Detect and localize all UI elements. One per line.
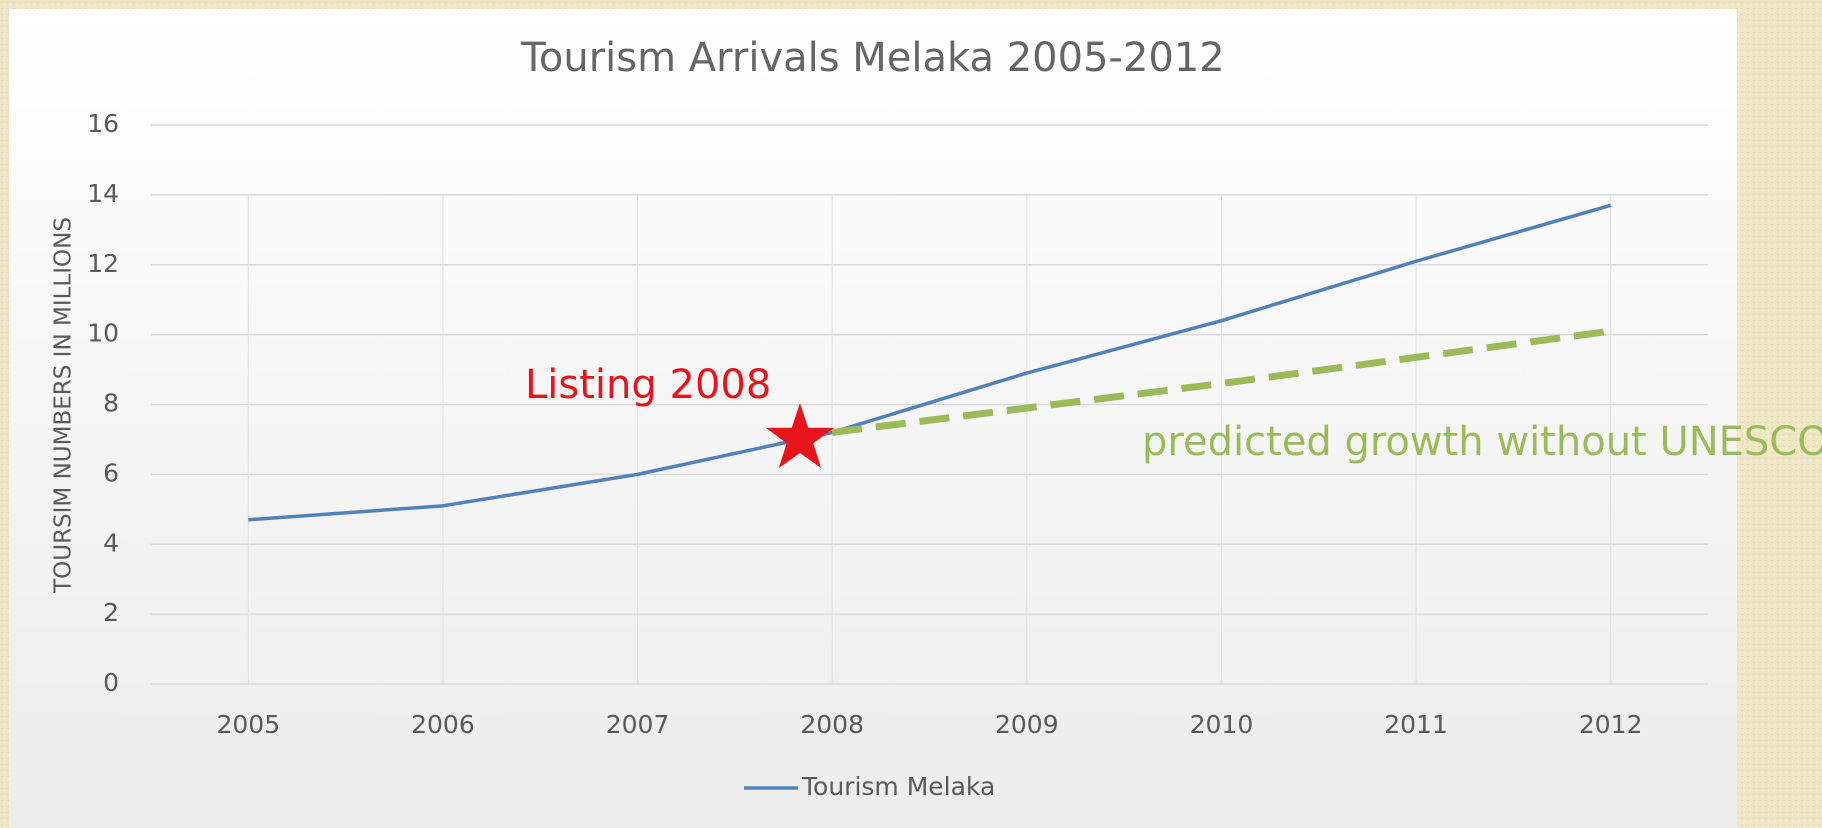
annotation: Listing 2008 (525, 362, 771, 408)
y-tick-label: 6 (103, 458, 119, 487)
x-tick-label: 2006 (411, 710, 475, 739)
y-tick-label: 14 (87, 179, 119, 208)
y-tick-label: 8 (103, 389, 119, 418)
annotation: predicted growth without UNESCO (1142, 419, 1822, 465)
chart-title: Tourism Arrivals Melaka 2005-2012 (520, 35, 1225, 81)
y-tick-label: 0 (103, 668, 119, 697)
x-tick-label: 2009 (995, 710, 1059, 739)
x-tick-label: 2007 (606, 710, 670, 739)
y-tick-label: 10 (87, 319, 119, 348)
x-tick-label: 2012 (1579, 710, 1643, 739)
y-tick-label: 4 (103, 528, 119, 557)
y-axis-label: TOURSIM NUMBERS IN MILLIONS (51, 217, 77, 594)
y-tick-label: 12 (87, 249, 119, 278)
star (765, 403, 835, 469)
x-tick-label: 2008 (800, 710, 864, 739)
x-tick-label: 2011 (1384, 710, 1448, 739)
x-tick-label: 2010 (1190, 710, 1254, 739)
y-tick-label: 2 (103, 598, 119, 627)
legend-label: Tourism Melaka (801, 772, 995, 801)
y-tick-label: 16 (87, 109, 119, 138)
x-tick-label: 2005 (217, 710, 281, 739)
line (248, 203, 1612, 522)
